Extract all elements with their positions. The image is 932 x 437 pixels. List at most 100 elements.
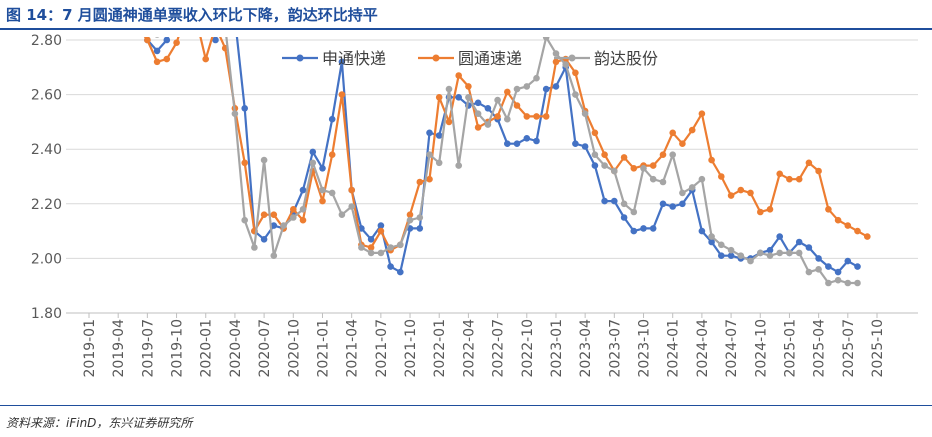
data-point [630,227,638,235]
data-point [737,252,745,259]
y-tick-label: 2.00 [31,251,62,267]
data-point [591,151,599,158]
data-point [795,238,803,246]
data-point [562,61,569,68]
legend: 申通快递 圆通速递 韵达股份 [282,49,658,68]
data-point [698,175,706,183]
data-point [241,105,248,112]
data-point [766,252,774,259]
data-point [338,211,346,218]
data-point [834,216,842,224]
data-point [144,23,151,30]
data-point [523,113,531,120]
data-point [484,105,492,112]
data-point [825,263,832,270]
y-tick-label: 2.80 [31,33,62,49]
data-point [708,156,715,164]
data-point [319,186,326,194]
figure-title: 图 14：7 月圆通神通单票收入环比下降，韵达环比持平 [6,6,378,24]
data-point [241,159,248,167]
data-point [435,159,443,167]
data-point [611,167,618,175]
data-point [591,129,599,137]
data-point [260,156,268,164]
data-point [397,268,404,276]
data-point [708,233,715,240]
data-point [679,189,686,197]
data-point [455,162,463,169]
data-point [805,268,813,276]
data-point [669,203,676,210]
data-point [270,252,278,259]
data-point [805,244,813,251]
data-point [542,85,550,93]
x-tick-label: 2019-07 [140,319,156,378]
data-point [786,249,793,257]
data-point [290,214,297,221]
data-point [202,0,209,2]
data-point [474,110,482,117]
x-tick-label: 2025-04 [812,319,828,378]
data-point [630,208,638,216]
data-point [484,121,492,128]
data-point [426,175,433,183]
data-point [173,4,180,11]
x-tick-label: 2020-07 [257,319,273,378]
data-point [834,268,842,276]
data-point [445,85,453,93]
data-point [688,184,696,191]
data-point [766,246,774,254]
data-point [815,266,822,273]
data-point [591,162,599,169]
data-point [523,135,531,142]
data-point [416,214,424,221]
data-point [513,140,521,147]
source-divider [0,405,932,406]
data-point [795,175,803,183]
data-point [231,110,239,117]
data-point [241,216,248,224]
data-point [251,244,258,251]
data-point [328,189,336,197]
data-point [309,159,317,167]
data-point [572,91,579,98]
data-point [134,15,141,22]
data-point [581,143,589,150]
data-point [154,37,160,38]
data-point [445,118,453,126]
data-point [698,110,706,117]
data-point [144,37,151,44]
data-point [367,249,375,257]
data-point [815,167,822,175]
data-point [328,115,336,123]
data-point [620,214,628,221]
data-point [513,102,521,109]
data-point [377,222,385,229]
data-point [805,159,813,167]
data-point [260,211,268,218]
data-point [183,9,190,16]
data-point [572,69,579,77]
gridlines [66,39,918,314]
axes: 1.80 2.00 2.20 2.40 2.60 2.80 2019-01 2019-04 20… [31,33,886,378]
data-point [134,23,141,30]
data-point [659,151,667,158]
data-point [513,85,521,93]
data-point [611,197,618,205]
x-tick-label: 2019-04 [111,319,127,378]
data-point [679,140,686,147]
legend-label: 圆通速递 [458,49,522,68]
data-point [125,15,132,22]
data-point [834,276,842,284]
data-point [125,1,132,8]
data-point [679,200,686,208]
data-point [786,175,793,183]
data-point [669,129,676,137]
data-point [776,249,783,257]
legend-label: 韵达股份 [594,49,658,68]
data-point [348,203,356,210]
x-tick-label: 2025-01 [782,319,798,378]
data-point [494,96,501,104]
data-point [854,227,861,235]
data-point [173,39,180,46]
